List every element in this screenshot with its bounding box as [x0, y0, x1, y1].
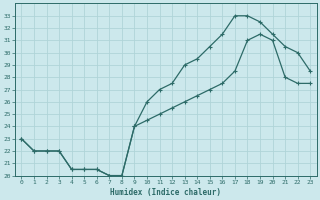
X-axis label: Humidex (Indice chaleur): Humidex (Indice chaleur) [110, 188, 221, 197]
